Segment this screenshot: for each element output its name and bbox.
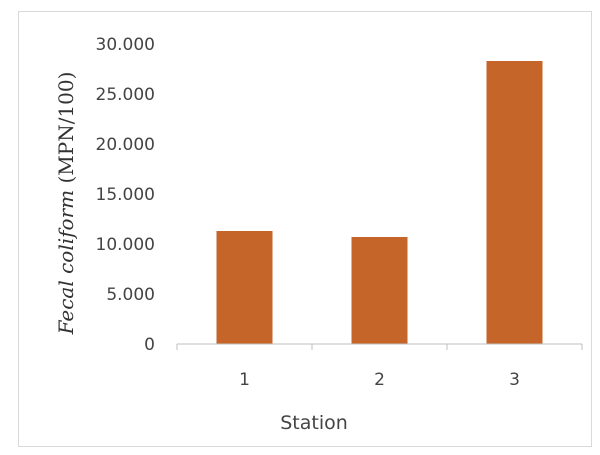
bar-station-2: [351, 237, 408, 344]
y-axis-title-italic: Fecal coliform: [54, 190, 78, 336]
x-axis-title: Station: [280, 412, 348, 434]
bar-station-1: [216, 231, 273, 344]
y-tick-label: 25.000: [96, 85, 155, 105]
y-tick-label: 20.000: [96, 135, 155, 155]
y-tick-label: 10.000: [96, 235, 155, 255]
plot-area: 0 5.000 10.000 15.000 20.000 25.000 30.000 1 2 3: [96, 35, 583, 390]
x-tick-label: 3: [509, 370, 520, 390]
y-axis-title: Fecal coliform (MPN/100): [54, 72, 78, 336]
y-tick-label: 0: [144, 335, 155, 355]
x-tick-label: 1: [239, 370, 250, 390]
y-tick-label: 15.000: [96, 185, 155, 205]
y-tick-label: 5.000: [106, 285, 155, 305]
x-tick-label: 2: [374, 370, 385, 390]
y-tick-label: 30.000: [96, 35, 155, 55]
bar-station-3: [486, 61, 543, 344]
y-axis-title-unit: (MPN/100): [54, 72, 78, 190]
